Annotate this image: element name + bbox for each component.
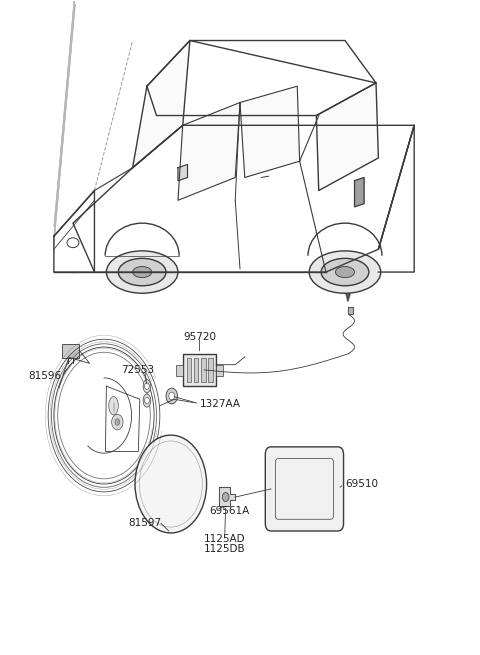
Polygon shape	[218, 487, 235, 506]
Polygon shape	[348, 307, 353, 314]
Circle shape	[135, 435, 206, 533]
Ellipse shape	[143, 394, 151, 407]
Text: 1327AA: 1327AA	[199, 399, 240, 409]
Bar	[208, 358, 213, 382]
Ellipse shape	[109, 397, 118, 415]
Ellipse shape	[336, 267, 355, 278]
Text: 69510: 69510	[345, 479, 378, 489]
Text: 95720: 95720	[183, 332, 216, 343]
Text: 1125AD: 1125AD	[204, 534, 246, 544]
Bar	[194, 358, 199, 382]
Polygon shape	[132, 41, 190, 168]
Polygon shape	[355, 178, 364, 207]
Polygon shape	[346, 293, 350, 301]
Ellipse shape	[143, 380, 151, 393]
FancyBboxPatch shape	[265, 447, 344, 531]
Ellipse shape	[321, 258, 369, 286]
Circle shape	[144, 383, 149, 390]
Circle shape	[169, 392, 175, 400]
Circle shape	[112, 414, 123, 430]
Text: 81597: 81597	[128, 518, 161, 528]
Ellipse shape	[309, 251, 381, 293]
Bar	[216, 365, 223, 377]
Ellipse shape	[132, 267, 152, 278]
Text: 1125DB: 1125DB	[204, 544, 246, 554]
Circle shape	[115, 419, 120, 425]
Bar	[62, 344, 79, 358]
Text: 69561A: 69561A	[209, 506, 249, 516]
Polygon shape	[316, 83, 378, 191]
Ellipse shape	[118, 258, 166, 286]
Circle shape	[144, 398, 149, 404]
Bar	[201, 358, 205, 382]
Text: 81596: 81596	[28, 371, 61, 381]
Bar	[187, 358, 192, 382]
Ellipse shape	[107, 251, 178, 293]
Polygon shape	[178, 102, 240, 200]
Polygon shape	[178, 164, 188, 181]
Bar	[176, 365, 183, 377]
Circle shape	[166, 388, 178, 404]
Polygon shape	[240, 86, 300, 178]
Circle shape	[222, 493, 229, 502]
Text: 72553: 72553	[121, 365, 154, 375]
Bar	[183, 354, 216, 386]
